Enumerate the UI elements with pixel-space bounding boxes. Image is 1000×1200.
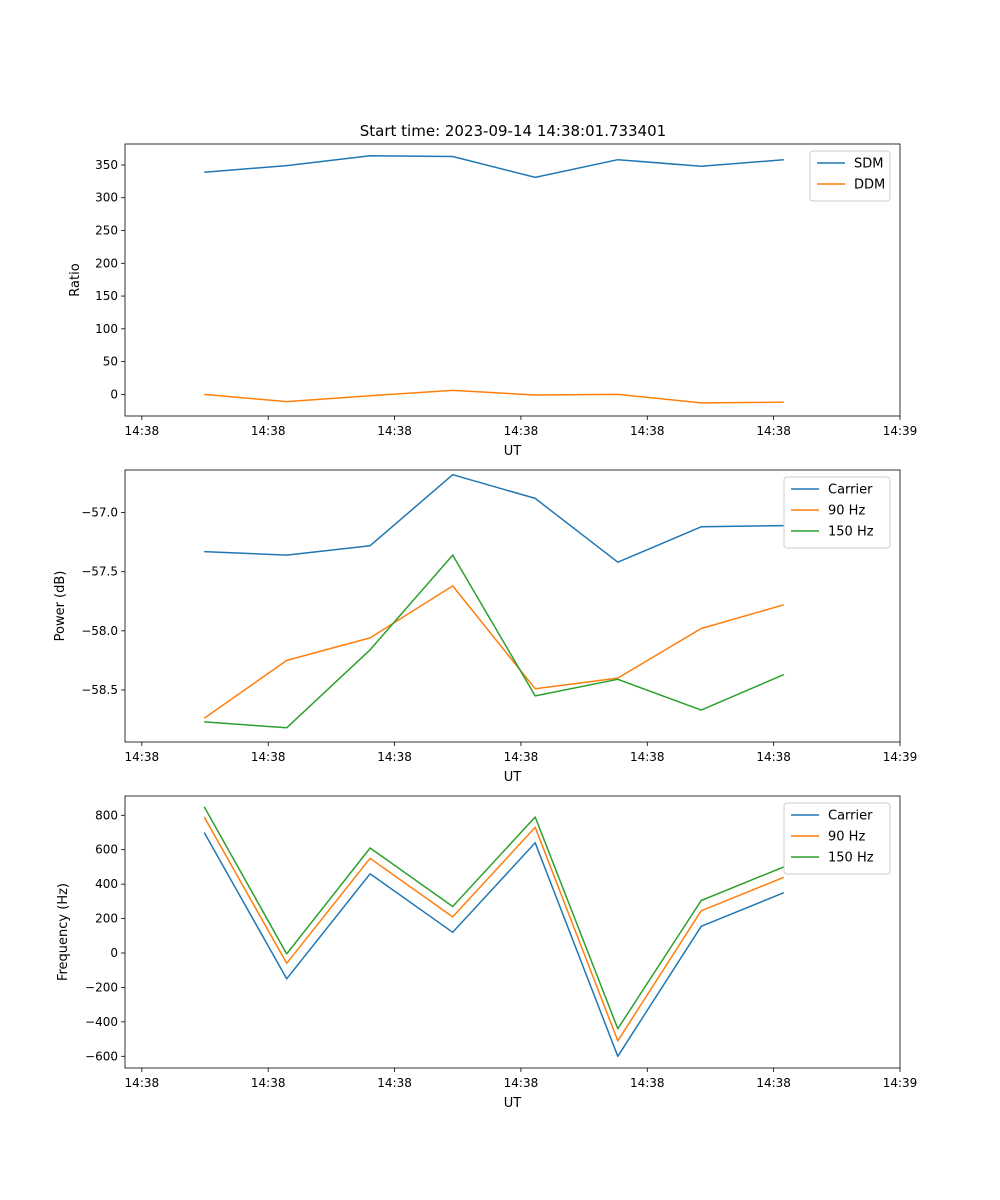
series-line-90-hz xyxy=(203,585,785,719)
y-tick-label: 0 xyxy=(110,387,118,401)
axes-frame xyxy=(124,143,901,417)
x-tick-label: 14:38 xyxy=(251,750,286,764)
y-axis-label: Power (dB) xyxy=(53,571,68,642)
legend-label: 90 Hz xyxy=(828,830,865,845)
x-tick-label: 14:38 xyxy=(377,1076,412,1090)
series-line-carrier xyxy=(203,832,785,1058)
y-tick-label: −57.0 xyxy=(81,506,118,520)
x-tick-label: 14:38 xyxy=(630,1076,665,1090)
chart-panel-1: 14:38 14:38 14:38 14:38 14:38 14:38 14:39 0 50 10… xyxy=(68,143,918,459)
x-tick-label: 14:38 xyxy=(251,424,286,438)
x-tick-label: 14:38 xyxy=(504,424,539,438)
x-tick-label: 14:38 xyxy=(504,750,539,764)
legend-label: 150 Hz xyxy=(828,525,874,540)
legend-label: 150 Hz xyxy=(828,851,874,866)
y-tick-label: 150 xyxy=(95,289,118,303)
x-tick-label: 14:38 xyxy=(630,750,665,764)
x-tick-label: 14:38 xyxy=(125,424,160,438)
legend-label: SDM xyxy=(854,157,883,172)
y-tick-label: 400 xyxy=(95,877,118,891)
series-line-carrier xyxy=(204,473,784,563)
y-tick-label: −58.5 xyxy=(81,683,118,697)
series-line-ddm xyxy=(204,389,784,404)
y-tick-label: 100 xyxy=(95,322,118,336)
x-tick-label: 14:38 xyxy=(377,750,412,764)
chart-panels: 14:38 14:38 14:38 14:38 14:38 14:38 14:39 0 50 10… xyxy=(53,143,918,1111)
legend: Carrier 90 Hz 150 Hz xyxy=(783,802,891,875)
x-axis-label: UT xyxy=(504,444,522,459)
y-tick-label: 800 xyxy=(95,808,118,822)
y-tick-label: 50 xyxy=(103,355,118,369)
legend-label: 90 Hz xyxy=(828,504,865,519)
x-tick-label: 14:38 xyxy=(756,424,791,438)
y-tick-label: −400 xyxy=(85,1015,118,1029)
y-tick-label: 250 xyxy=(95,224,118,238)
x-tick-label: 14:39 xyxy=(883,1076,918,1090)
chart-panel-2: 14:38 14:38 14:38 14:38 14:38 14:38 14:39 −58.5… xyxy=(53,469,918,785)
x-tick-label: 14:39 xyxy=(883,424,918,438)
legend-label: DDM xyxy=(854,178,885,193)
series-line-90-hz xyxy=(203,816,785,1042)
y-tick-label: −58.0 xyxy=(81,624,118,638)
x-tick-label: 14:38 xyxy=(630,424,665,438)
legend: Carrier 90 Hz 150 Hz xyxy=(783,476,891,549)
y-axis-label: Frequency (Hz) xyxy=(56,883,71,981)
y-tick-label: 300 xyxy=(95,191,118,205)
series-line-150-hz xyxy=(204,554,785,729)
y-axis-label: Ratio xyxy=(68,263,83,296)
x-tick-label: 14:38 xyxy=(125,750,160,764)
y-tick-label: −200 xyxy=(85,980,118,994)
legend-label: Carrier xyxy=(828,483,873,498)
axes-frame xyxy=(124,795,901,1069)
x-tick-label: 14:39 xyxy=(883,750,918,764)
x-tick-label: 14:38 xyxy=(251,1076,286,1090)
y-tick-label: 200 xyxy=(95,912,118,926)
x-tick-label: 14:38 xyxy=(756,1076,791,1090)
x-axis-label: UT xyxy=(504,1096,522,1111)
y-tick-label: 600 xyxy=(95,843,118,857)
x-tick-label: 14:38 xyxy=(377,424,412,438)
x-axis-label: UT xyxy=(504,770,522,785)
y-tick-label: 0 xyxy=(110,946,118,960)
x-tick-label: 14:38 xyxy=(125,1076,160,1090)
y-tick-label: 350 xyxy=(95,158,118,172)
legend: SDM DDM xyxy=(809,150,891,202)
chart-panel-3: 14:38 14:38 14:38 14:38 14:38 14:38 14:39 −600 −… xyxy=(56,795,918,1111)
series-line-sdm xyxy=(204,155,784,179)
y-tick-label: −57.5 xyxy=(81,565,118,579)
figure-title: Start time: 2023-09-14 14:38:01.733401 xyxy=(360,122,666,140)
series-line-150-hz xyxy=(203,806,785,1030)
x-tick-label: 14:38 xyxy=(504,1076,539,1090)
axes-frame xyxy=(124,469,901,743)
y-tick-label: 200 xyxy=(95,256,118,270)
legend-label: Carrier xyxy=(828,809,873,824)
x-tick-label: 14:38 xyxy=(756,750,791,764)
y-tick-label: −600 xyxy=(85,1049,118,1063)
